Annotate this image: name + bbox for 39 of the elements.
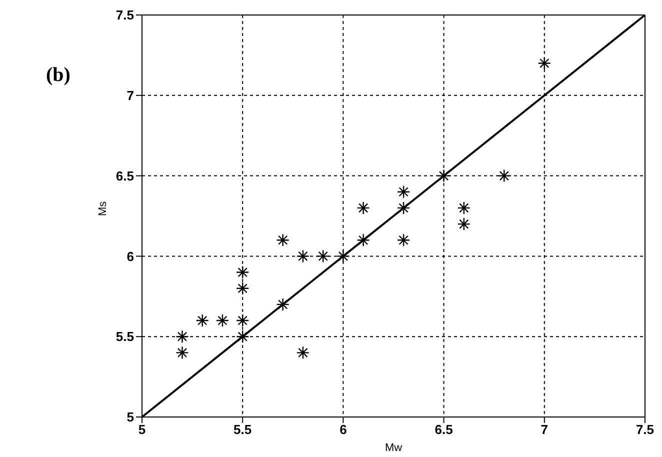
text: (b) [46,64,70,87]
point [296,346,310,360]
point [457,201,471,215]
point [336,250,350,263]
point [498,169,511,182]
point [356,201,370,215]
y-tick-label: 7 [126,88,134,104]
x-tick-label: 6 [340,422,347,438]
y-tick-label: 6.5 [116,168,134,184]
point [457,217,471,231]
point [236,314,250,328]
point [437,169,450,182]
point [396,201,410,215]
x-tick-label: 7 [540,422,548,438]
y-tick-label: 5.5 [116,329,134,344]
point [396,234,410,247]
x-axis-title: Mw [384,442,402,454]
x-tick-label: 5.5 [234,422,252,438]
y-axis-title: Ms [96,200,109,216]
point [396,185,410,198]
x-tick-label: 6.5 [434,422,453,438]
point [176,330,189,344]
x-tick-label: 7.5 [636,422,654,438]
point [296,250,310,263]
x-tick-label: 5 [138,422,146,438]
point [196,314,209,328]
point [216,314,230,328]
point [236,330,250,344]
point [176,346,189,360]
y-tick-label: 5 [126,410,134,425]
point [236,282,250,295]
point [276,234,290,247]
point [316,250,330,263]
point [356,234,370,247]
y-tick-label: 6 [126,248,134,264]
point [236,266,250,279]
point [538,56,551,70]
point [276,298,290,312]
y-tick-label: 7.5 [116,8,134,23]
